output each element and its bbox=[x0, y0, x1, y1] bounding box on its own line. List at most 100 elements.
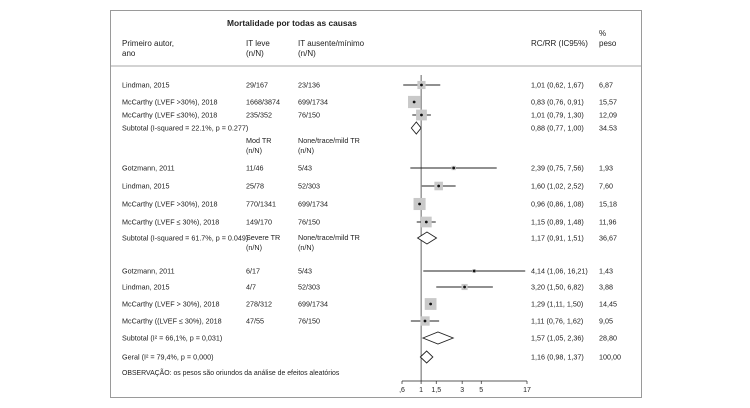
point-estimate bbox=[463, 285, 466, 289]
study-n1: 1668/3874 bbox=[246, 98, 280, 107]
study-n1: 47/55 bbox=[246, 317, 264, 326]
study-n1: 11/46 bbox=[246, 164, 263, 173]
study-weight-text: 11,96 bbox=[599, 218, 616, 227]
study-label: McCarthy (LVEF >30%), 2018 bbox=[122, 200, 218, 209]
point-estimate bbox=[418, 202, 421, 206]
study-n1: 29/167 bbox=[246, 81, 268, 90]
overall-rr-text: 1,16 (0,98, 1,37) bbox=[531, 353, 584, 362]
point-estimate bbox=[429, 302, 433, 306]
subtotal-label: Subtotal (I-squared = 61.7%, p = 0.049) bbox=[122, 234, 248, 243]
study-weight-text: 6,87 bbox=[599, 81, 613, 90]
study-n1: 6/17 bbox=[246, 267, 260, 276]
subtotal-rr-text: 1,57 (1,05, 2,36) bbox=[531, 334, 584, 343]
point-estimate bbox=[437, 184, 441, 188]
x-tick-label: 17 bbox=[523, 387, 531, 394]
x-tick-label: 1,5 bbox=[431, 387, 441, 394]
x-tick-label: 3 bbox=[460, 387, 464, 394]
subtotal-diamond bbox=[421, 331, 455, 345]
x-tick-label: 5 bbox=[479, 387, 483, 394]
point-estimate bbox=[412, 100, 416, 104]
weights-note: OBSERVAÇÃO: os pesos são oriundos da aná… bbox=[122, 368, 340, 377]
subtotal-weight-text: 28,80 bbox=[599, 334, 617, 343]
point-estimate bbox=[420, 113, 423, 117]
col-header-weight: % bbox=[599, 29, 606, 38]
subgroup-header-g2: None/trace/mild TR bbox=[298, 233, 360, 242]
study-n1: 278/312 bbox=[246, 300, 272, 309]
study-rr-text: 1,15 (0,89, 1,48) bbox=[531, 218, 584, 227]
study-weight-text: 15,18 bbox=[599, 200, 617, 209]
overall-label: Geral (I² = 79,4%, p = 0,000) bbox=[122, 353, 214, 362]
study-label: Lindman, 2015 bbox=[122, 283, 170, 292]
study-rr-text: 0,96 (0,86, 1,08) bbox=[531, 200, 584, 209]
study-n2: 52/303 bbox=[298, 182, 320, 191]
subgroup-header-g1: Mod TR bbox=[246, 136, 271, 145]
study-weight-text: 14,45 bbox=[599, 300, 617, 309]
study-rr-text: 1,01 (0,79, 1,30) bbox=[531, 111, 584, 120]
subgroup-header-g1: Severe TR bbox=[246, 233, 280, 242]
study-weight-text: 15,57 bbox=[599, 98, 617, 107]
study-rr-text: 1,01 (0,62, 1,67) bbox=[531, 81, 584, 90]
forest-plot-frame: Mortalidade por todas as causas Primeiro … bbox=[110, 10, 642, 398]
subtotal-diamond bbox=[410, 121, 422, 135]
point-estimate bbox=[423, 319, 427, 323]
study-n2: 699/1734 bbox=[298, 98, 328, 107]
overall-weight-text: 100,00 bbox=[599, 353, 621, 362]
study-label: McCarthy (LVEF ≤ 30%), 2018 bbox=[122, 218, 219, 227]
study-n1: 770/1341 bbox=[246, 200, 276, 209]
study-n2: 699/1734 bbox=[298, 300, 328, 309]
study-label: McCarthy (LVEF >30%), 2018 bbox=[122, 98, 218, 107]
study-n2: 52/303 bbox=[298, 283, 320, 292]
col-header-group2-2: (n/N) bbox=[298, 49, 316, 58]
study-weight-text: 1,93 bbox=[599, 164, 613, 173]
study-rr-text: 0,83 (0,76, 0,91) bbox=[531, 98, 584, 107]
study-label: McCarthy (LVEF > 30%), 2018 bbox=[122, 300, 220, 309]
subtotal-rr-text: 0,88 (0,77, 1,00) bbox=[531, 124, 584, 133]
study-rr-text: 1,60 (1,02, 2,52) bbox=[531, 182, 584, 191]
study-rr-text: 3,20 (1,50, 6,82) bbox=[531, 283, 584, 292]
col-header-author: Primeiro autor, bbox=[122, 39, 174, 48]
col-header-weight-2: peso bbox=[599, 39, 617, 48]
study-n2: 76/150 bbox=[298, 218, 320, 227]
study-n1: 149/170 bbox=[246, 218, 272, 227]
study-weight-text: 12,09 bbox=[599, 111, 617, 120]
col-header-rr: RC/RR (IC95%) bbox=[531, 39, 588, 48]
x-tick-label: ,6 bbox=[399, 387, 405, 394]
study-rr-text: 1,29 (1,11, 1,50) bbox=[531, 300, 583, 309]
point-estimate bbox=[420, 83, 423, 87]
study-weight-text: 3,88 bbox=[599, 283, 613, 292]
study-n2: 5/43 bbox=[298, 267, 312, 276]
subtotal-diamond bbox=[416, 231, 438, 245]
study-n1: 25/78 bbox=[246, 182, 264, 191]
subtotal-weight-text: 34.53 bbox=[599, 124, 617, 133]
study-weight-text: 9,05 bbox=[599, 317, 613, 326]
subgroup-header-g1-2: (n/N) bbox=[246, 243, 262, 252]
study-label: Lindman, 2015 bbox=[122, 81, 170, 90]
study-label: Gotzmann, 2011 bbox=[122, 267, 175, 276]
study-label: McCarthy (LVEF ≤30%), 2018 bbox=[122, 111, 217, 120]
point-estimate bbox=[424, 220, 428, 224]
study-n1: 4/7 bbox=[246, 283, 256, 292]
subgroup-header-g2: None/trace/mild TR bbox=[298, 136, 360, 145]
x-tick-label: 1 bbox=[419, 387, 423, 394]
subgroup-header-g2-2: (n/N) bbox=[298, 146, 314, 155]
study-weight-text: 1,43 bbox=[599, 267, 613, 276]
study-weight-text: 7,60 bbox=[599, 182, 613, 191]
forest-plot: Mortalidade por todas as causas Primeiro … bbox=[111, 18, 641, 394]
study-rr-text: 1,11 (0,76, 1,62) bbox=[531, 317, 583, 326]
study-label: Gotzmann, 2011 bbox=[122, 164, 175, 173]
col-header-group1: IT leve bbox=[246, 39, 270, 48]
subtotal-weight-text: 36,67 bbox=[599, 234, 617, 243]
subtotal-label: Subtotal (I² = 66,1%, p = 0,031) bbox=[122, 334, 222, 343]
study-n2: 23/136 bbox=[298, 81, 320, 90]
subgroup-header-g2-2: (n/N) bbox=[298, 243, 314, 252]
study-rr-text: 4,14 (1,06, 16,21) bbox=[531, 267, 588, 276]
study-n1: 235/352 bbox=[246, 111, 272, 120]
study-label: Lindman, 2015 bbox=[122, 182, 170, 191]
point-estimate bbox=[472, 269, 476, 273]
study-rr-text: 2,39 (0,75, 7,56) bbox=[531, 164, 584, 173]
col-header-author-2: ano bbox=[122, 49, 136, 58]
study-n2: 76/150 bbox=[298, 111, 320, 120]
col-header-group1-2: (n/N) bbox=[246, 49, 264, 58]
subgroup-header-g1-2: (n/N) bbox=[246, 146, 262, 155]
col-header-group2: IT ausente/mínimo bbox=[298, 39, 365, 48]
